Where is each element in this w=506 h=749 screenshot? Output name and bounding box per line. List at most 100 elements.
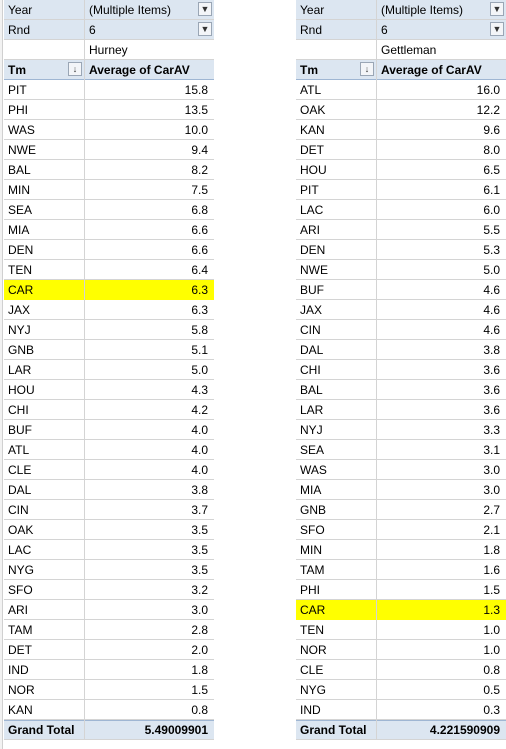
team-cell: SEA — [296, 439, 377, 460]
carav-value-cell: 3.8 — [191, 482, 208, 497]
table-row: NOR 1.5 — [4, 679, 214, 700]
carav-value-cell: 6.6 — [191, 242, 208, 257]
carav-value-cell: 6.3 — [191, 302, 208, 317]
team-cell: ARI — [4, 599, 85, 620]
table-row: TEN 6.4 — [4, 259, 214, 280]
team-header-label: Tm — [8, 62, 26, 77]
team-column-header[interactable]: Tm ↓ — [296, 59, 377, 80]
filter-label: Year — [4, 0, 85, 20]
table-row: BUF 4.0 — [4, 419, 214, 440]
carav-value-cell: 9.6 — [483, 122, 500, 137]
filter-dropdown-year[interactable]: (Multiple Items) ▼ — [85, 0, 214, 20]
carav-value-cell: 4.6 — [483, 322, 500, 337]
team-column-header[interactable]: Tm ↓ — [4, 59, 85, 80]
filter-icon[interactable]: ▼ — [490, 21, 504, 36]
team-cell: NWE — [296, 259, 377, 280]
team-cell: TAM — [4, 619, 85, 640]
team-cell: NYJ — [4, 319, 85, 340]
carav-value-cell: 3.3 — [483, 422, 500, 437]
filter-dropdown-year[interactable]: (Multiple Items) ▼ — [377, 0, 506, 20]
carav-value-cell: 3.0 — [191, 602, 208, 617]
table-row: LAR 3.6 — [296, 399, 506, 420]
carav-value-cell: 6.5 — [483, 162, 500, 177]
team-cell: SEA — [4, 199, 85, 220]
carav-value-cell: 4.2 — [191, 402, 208, 417]
grand-total-value: 4.221590909 — [429, 723, 500, 737]
table-row: MIA 6.6 — [4, 219, 214, 240]
table-row: DEN 5.3 — [296, 239, 506, 260]
team-cell: ATL — [4, 439, 85, 460]
filter-icon[interactable]: ▼ — [198, 21, 212, 36]
filter-icon[interactable]: ▼ — [490, 1, 504, 16]
carav-value-cell: 3.8 — [483, 342, 500, 357]
grand-total-label: Grand Total — [4, 720, 85, 740]
team-cell: MIN — [4, 179, 85, 200]
team-cell: NOR — [4, 679, 85, 700]
team-cell: BAL — [296, 379, 377, 400]
table-row: PHI 13.5 — [4, 99, 214, 120]
carav-value-cell: 3.0 — [483, 482, 500, 497]
team-cell: LAC — [4, 539, 85, 560]
table-row: LAC 3.5 — [4, 539, 214, 560]
carav-value-cell: 4.3 — [191, 382, 208, 397]
table-row: SEA 6.8 — [4, 199, 214, 220]
table-row: CIN 3.7 — [4, 499, 214, 520]
filter-row-year: Year (Multiple Items) ▼ — [4, 0, 214, 20]
team-cell: HOU — [4, 379, 85, 400]
carav-value-cell: 13.5 — [184, 102, 208, 117]
team-cell: HOU — [296, 159, 377, 180]
team-cell: MIN — [296, 539, 377, 560]
table-row: DEN 6.6 — [4, 239, 214, 260]
team-cell: GNB — [296, 499, 377, 520]
team-cell: TEN — [296, 619, 377, 640]
filter-dropdown-rnd[interactable]: 6 ▼ — [85, 20, 214, 40]
grand-total-row: Grand Total 4.221590909 — [296, 720, 506, 740]
carav-value-cell: 4.0 — [191, 442, 208, 457]
team-cell: MIA — [4, 219, 85, 240]
carav-value-cell: 3.6 — [483, 402, 500, 417]
team-cell: KAN — [4, 699, 85, 720]
team-cell: IND — [4, 659, 85, 680]
carav-value-cell: 5.0 — [483, 262, 500, 277]
table-row: CLE 4.0 — [4, 459, 214, 480]
team-cell: JAX — [296, 299, 377, 320]
team-cell: NWE — [4, 139, 85, 160]
table-row: BUF 4.6 — [296, 279, 506, 300]
team-cell: NOR — [296, 639, 377, 660]
table-row: DAL 3.8 — [296, 339, 506, 360]
table-row: CHI 4.2 — [4, 399, 214, 420]
table-row: NYG 0.5 — [296, 679, 506, 700]
table-row: LAC 6.0 — [296, 199, 506, 220]
table-row: SFO 3.2 — [4, 579, 214, 600]
carav-value-cell: 6.8 — [191, 202, 208, 217]
table-row: ATL 4.0 — [4, 439, 214, 460]
table-row: PIT 15.8 — [4, 79, 214, 100]
carav-value-cell: 10.0 — [184, 122, 208, 137]
carav-value-cell: 6.0 — [483, 202, 500, 217]
filter-row-rnd: Rnd 6 ▼ — [296, 19, 506, 40]
carav-value-cell: 6.3 — [85, 279, 214, 300]
carav-value-cell: 3.6 — [483, 382, 500, 397]
carav-value-cell: 0.8 — [191, 702, 208, 717]
table-row: WAS 3.0 — [296, 459, 506, 480]
pivot-header-row: Tm ↓ Average of CarAV — [296, 59, 506, 80]
carav-value-cell: 4.0 — [191, 462, 208, 477]
table-row: HOU 4.3 — [4, 379, 214, 400]
team-cell: LAC — [296, 199, 377, 220]
filter-icon[interactable]: ▼ — [198, 1, 212, 16]
carav-value-cell: 16.0 — [476, 82, 500, 97]
carav-value-cell: 8.2 — [191, 162, 208, 177]
table-row: CIN 4.6 — [296, 319, 506, 340]
team-cell: DEN — [4, 239, 85, 260]
sort-filter-icon[interactable]: ↓ — [360, 61, 374, 76]
filter-dropdown-rnd[interactable]: 6 ▼ — [377, 20, 506, 40]
table-row: TAM 1.6 — [296, 559, 506, 580]
table-row: OAK 3.5 — [4, 519, 214, 540]
filter-row-year: Year (Multiple Items) ▼ — [296, 0, 506, 20]
team-cell: NYG — [296, 679, 377, 700]
table-row: KAN 9.6 — [296, 119, 506, 140]
sort-filter-icon[interactable]: ↓ — [68, 61, 82, 76]
table-row: NYG 3.5 — [4, 559, 214, 580]
carav-value-cell: 12.2 — [476, 102, 500, 117]
